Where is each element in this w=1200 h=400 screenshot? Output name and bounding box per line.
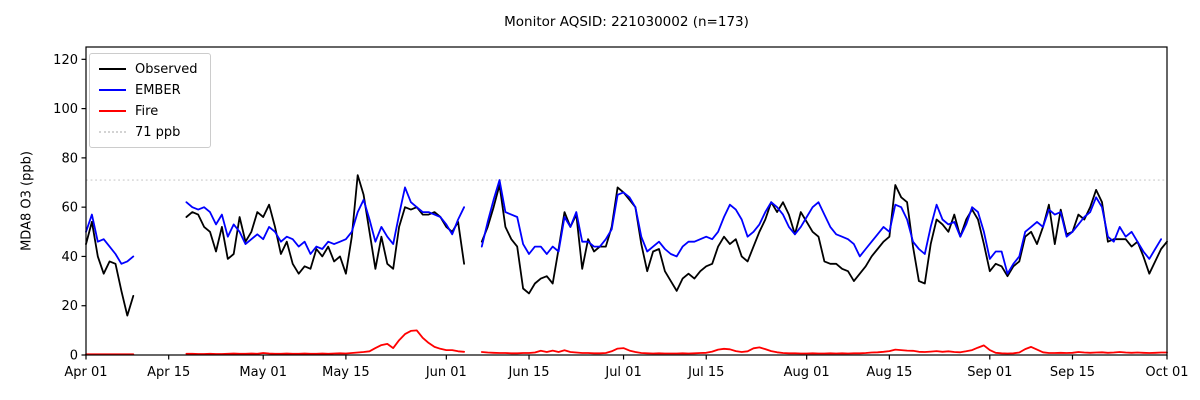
y-tick-label: 40 [61, 250, 78, 265]
ember-line [185, 186, 466, 255]
legend-item-label: 71 ppb [135, 124, 181, 140]
chart-title: Monitor AQSID: 221030002 (n=173) [504, 14, 749, 30]
fire-legend-line [99, 110, 126, 112]
x-tick-label: Sep 15 [1050, 365, 1095, 380]
x-tick-label: May 01 [239, 365, 287, 380]
y-tick-label: 80 [61, 151, 78, 166]
legend: Observed EMBER Fire 71 ppb [89, 53, 211, 148]
observed-line [480, 184, 1168, 295]
ember-legend-line [99, 89, 126, 91]
y-tick-label: 20 [61, 299, 78, 314]
x-tick-label: May 15 [322, 365, 370, 380]
y-tick-label: 0 [70, 349, 78, 364]
x-tick-label: Oct 01 [1145, 365, 1188, 380]
y-tick-label: 100 [53, 102, 78, 117]
observed-line [185, 174, 466, 275]
legend-item-ember: EMBER [99, 82, 198, 98]
ember-line [85, 213, 135, 265]
x-tick-label: Jul 15 [687, 365, 724, 380]
71-ppb-legend-line [99, 131, 126, 133]
x-tick-label: Jul 01 [604, 365, 641, 380]
x-tick-label: Aug 15 [866, 365, 912, 380]
fire-line [185, 329, 466, 355]
x-tick-label: Jun 01 [425, 365, 467, 380]
fire-line [480, 344, 1168, 355]
x-tick-label: Jun 15 [508, 365, 550, 380]
legend-item-label: EMBER [135, 82, 181, 98]
ember-line [480, 179, 1162, 275]
x-tick-label: Apr 15 [147, 365, 190, 380]
legend-item-label: Fire [135, 103, 159, 119]
axes-border [85, 46, 1168, 356]
x-tick-label: Sep 01 [967, 365, 1012, 380]
observed-line [85, 220, 135, 317]
x-tick-label: Aug 01 [784, 365, 830, 380]
legend-item-71-ppb: 71 ppb [99, 124, 198, 140]
y-tick-label: 120 [53, 53, 78, 68]
x-tick-label: Apr 01 [64, 365, 107, 380]
legend-item-label: Observed [135, 61, 198, 77]
observed-legend-line [99, 68, 126, 70]
y-tick-label: 60 [61, 201, 78, 216]
legend-item-observed: Observed [99, 61, 198, 77]
legend-item-fire: Fire [99, 103, 198, 119]
